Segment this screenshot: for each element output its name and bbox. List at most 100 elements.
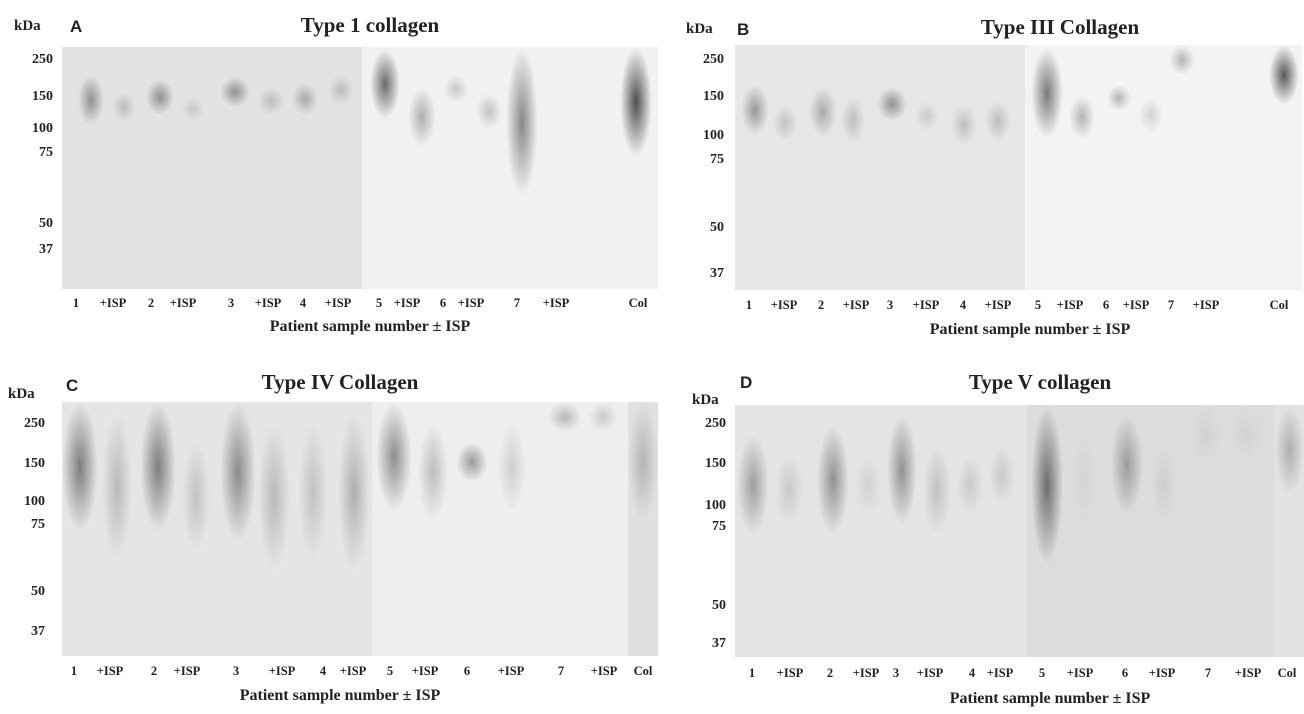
lane-label: Col xyxy=(1269,298,1289,312)
lane-label: 4 xyxy=(319,664,327,678)
panel-title: Type IV Collagen xyxy=(261,370,419,394)
lane-label: 3 xyxy=(227,296,235,310)
lane-label: +ISP xyxy=(852,666,880,680)
lane-label: 2 xyxy=(817,298,825,312)
marker-250: 250 xyxy=(24,416,45,431)
lane-label: +ISP xyxy=(411,664,439,678)
lane-label: +ISP xyxy=(173,664,201,678)
lane-label: Col xyxy=(628,296,648,310)
x-axis-label: Patient sample number ± ISP xyxy=(929,321,1131,338)
lane-label: 3 xyxy=(892,666,900,680)
gel-blot xyxy=(62,402,658,656)
lane-label: +ISP xyxy=(457,296,485,310)
lane-label: Col xyxy=(1277,666,1297,680)
marker-100: 100 xyxy=(705,498,726,513)
lane-label: 7 xyxy=(1167,298,1175,312)
lane-label: 3 xyxy=(886,298,894,312)
marker-100: 100 xyxy=(703,128,724,143)
panel-title: Type III Collagen xyxy=(980,15,1140,39)
kda-label: kDa xyxy=(692,392,719,408)
lane-label: 7 xyxy=(557,664,565,678)
lane-label: 3 xyxy=(232,664,240,678)
kda-label: kDa xyxy=(14,18,41,34)
panel-title: Type V collagen xyxy=(968,370,1112,394)
marker-250: 250 xyxy=(32,52,53,67)
lane-label: +ISP xyxy=(1122,298,1150,312)
lane-label: +ISP xyxy=(842,298,870,312)
lane-label: +ISP xyxy=(1148,666,1176,680)
panel-letter: D xyxy=(740,373,753,392)
lane-label: +ISP xyxy=(1192,298,1220,312)
gel-blot xyxy=(735,45,1302,290)
x-axis-label: Patient sample number ± ISP xyxy=(949,690,1151,707)
x-axis-label: Patient sample number ± ISP xyxy=(239,687,441,704)
lane-label: +ISP xyxy=(542,296,570,310)
lane-label: +ISP xyxy=(339,664,367,678)
marker-75: 75 xyxy=(39,145,53,160)
lane-label: +ISP xyxy=(99,296,127,310)
lane-label: +ISP xyxy=(268,664,296,678)
lane-label: +ISP xyxy=(776,666,804,680)
lane-label: +ISP xyxy=(770,298,798,312)
marker-75: 75 xyxy=(710,152,724,167)
lane-label: 6 xyxy=(1102,298,1110,312)
lane-label: 7 xyxy=(1204,666,1212,680)
lane-label: 6 xyxy=(1121,666,1129,680)
lane-label: 7 xyxy=(513,296,521,310)
lane-label: 5 xyxy=(386,664,394,678)
lane-label: +ISP xyxy=(497,664,525,678)
lane-label: +ISP xyxy=(986,666,1014,680)
lane-label: 4 xyxy=(959,298,967,312)
marker-37: 37 xyxy=(39,242,53,257)
lane-label: 1 xyxy=(72,296,80,310)
lane-label: 2 xyxy=(150,664,158,678)
marker-250: 250 xyxy=(703,52,724,67)
panel-letter: B xyxy=(737,20,750,39)
lane-label: 2 xyxy=(147,296,155,310)
marker-50: 50 xyxy=(712,598,726,613)
lane-label: +ISP xyxy=(1056,298,1084,312)
lane-label: 1 xyxy=(745,298,753,312)
marker-50: 50 xyxy=(39,216,53,231)
lane-label: +ISP xyxy=(984,298,1012,312)
panel-letter: A xyxy=(70,17,83,36)
lane-label: 4 xyxy=(299,296,307,310)
marker-150: 150 xyxy=(703,89,724,104)
marker-150: 150 xyxy=(24,456,45,471)
marker-37: 37 xyxy=(31,624,45,639)
lane-label: +ISP xyxy=(169,296,197,310)
lane-label: 5 xyxy=(1038,666,1046,680)
lane-label: +ISP xyxy=(393,296,421,310)
x-axis-label: Patient sample number ± ISP xyxy=(269,318,471,335)
kda-label: kDa xyxy=(686,21,713,37)
lane-label: 6 xyxy=(439,296,447,310)
lane-label: +ISP xyxy=(254,296,282,310)
lane-label: 5 xyxy=(375,296,383,310)
lane-label: 1 xyxy=(748,666,756,680)
lane-label: +ISP xyxy=(96,664,124,678)
lane-label: +ISP xyxy=(1234,666,1262,680)
marker-37: 37 xyxy=(712,636,726,651)
lane-label: 1 xyxy=(70,664,78,678)
marker-37: 37 xyxy=(710,266,724,281)
lane-label: Col xyxy=(633,664,653,678)
panel-title: Type 1 collagen xyxy=(300,13,440,37)
gel-blot xyxy=(735,405,1304,657)
marker-150: 150 xyxy=(705,456,726,471)
gel-blot xyxy=(62,47,658,289)
lane-label: +ISP xyxy=(1066,666,1094,680)
lane-label: +ISP xyxy=(912,298,940,312)
marker-150: 150 xyxy=(32,89,53,104)
lane-label: +ISP xyxy=(590,664,618,678)
lane-label: +ISP xyxy=(916,666,944,680)
marker-50: 50 xyxy=(710,220,724,235)
marker-100: 100 xyxy=(32,121,53,136)
marker-50: 50 xyxy=(31,584,45,599)
lane-label: +ISP xyxy=(324,296,352,310)
marker-100: 100 xyxy=(24,494,45,509)
marker-75: 75 xyxy=(712,519,726,534)
marker-75: 75 xyxy=(31,517,45,532)
lane-label: 6 xyxy=(463,664,471,678)
panel-letter: C xyxy=(66,376,79,395)
lane-label: 5 xyxy=(1034,298,1042,312)
